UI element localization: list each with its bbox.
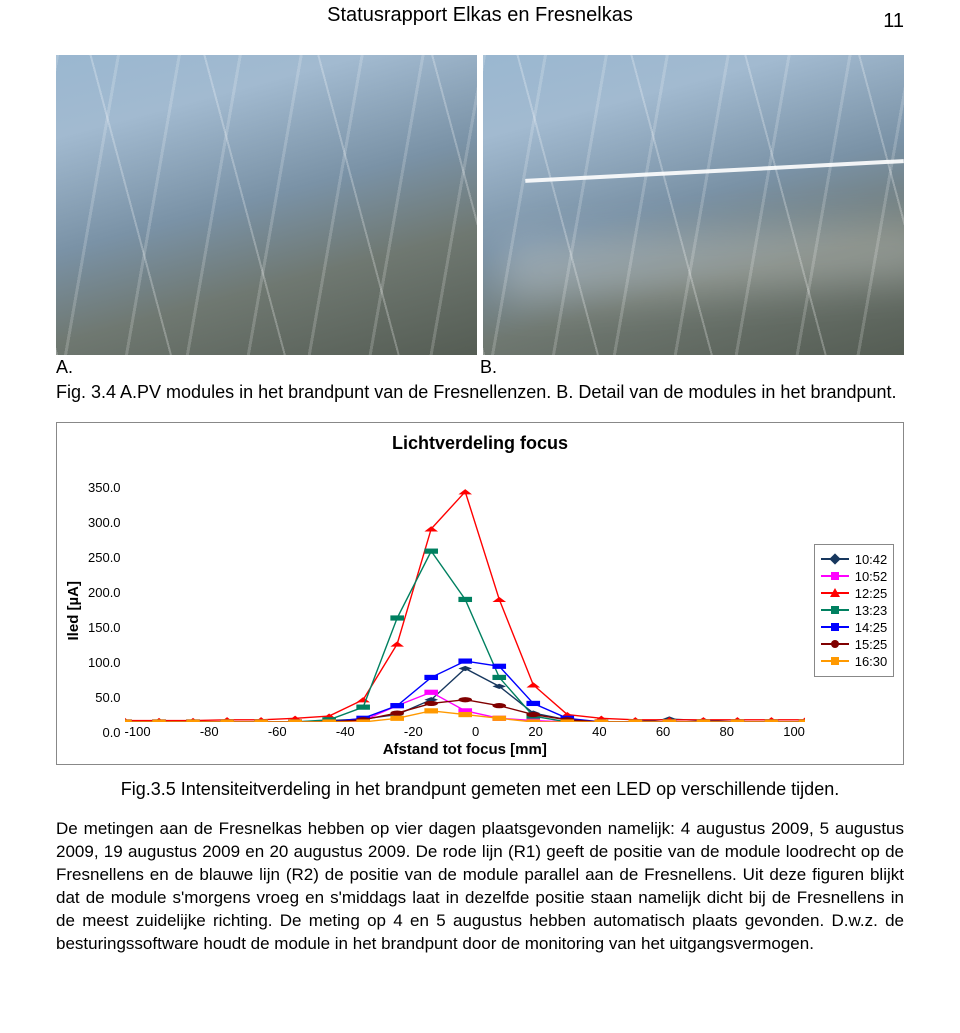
legend-item: 12:25: [821, 585, 888, 602]
x-tick: -80: [200, 724, 219, 739]
y-tick: 50.0: [88, 690, 121, 705]
legend-label: 14:25: [855, 620, 888, 635]
legend-label: 16:30: [855, 654, 888, 669]
x-axis-label: Afstand tot focus [mm]: [125, 739, 805, 758]
legend-item: 14:25: [821, 619, 888, 636]
legend-label: 13:23: [855, 603, 888, 618]
x-tick: 100: [783, 724, 805, 739]
legend-swatch: [821, 605, 849, 615]
legend-label: 12:25: [855, 586, 888, 601]
x-tick: 40: [592, 724, 606, 739]
y-tick: 200.0: [88, 585, 121, 600]
y-tick: 350.0: [88, 480, 121, 495]
photo-b: [483, 55, 904, 355]
legend-swatch: [821, 639, 849, 649]
body-paragraph: De metingen aan de Fresnelkas hebben op …: [56, 818, 904, 956]
legend-swatch: [821, 571, 849, 581]
x-tick: -100: [125, 724, 151, 739]
page: Statusrapport Elkas en Fresnelkas 11 A. …: [0, 0, 960, 996]
label-b: B.: [480, 357, 904, 378]
photo-labels: A. B.: [56, 357, 904, 378]
x-tick: 20: [528, 724, 542, 739]
legend-item: 15:25: [821, 636, 888, 653]
chart-body: Iled [µA] 350.0300.0250.0200.0150.0100.0…: [63, 462, 897, 758]
legend-swatch: [821, 588, 849, 598]
label-a: A.: [56, 357, 480, 378]
header: Statusrapport Elkas en Fresnelkas 11: [56, 10, 904, 33]
y-axis-label: Iled [µA]: [63, 581, 84, 640]
legend-label: 15:25: [855, 637, 888, 652]
y-tick: 0.0: [88, 725, 121, 740]
photo-row: [56, 55, 904, 355]
photo-a: [56, 55, 477, 355]
plot-area: [125, 462, 805, 722]
legend-box: 10:42 10:52 12:25 13:23 14:25 15:25 16:30: [814, 544, 895, 677]
y-ticks: 350.0 300.0 250.0 200.0 150.0 100.0 50.0 0.0: [84, 480, 125, 740]
chart-container: Lichtverdeling focus Iled [µA] 350.0 300.…: [56, 422, 904, 765]
figure-caption-1: Fig. 3.4 A.PV modules in het brandpunt v…: [56, 380, 904, 404]
y-tick: 150.0: [88, 620, 121, 635]
y-axis: Iled [µA] 350.0 300.0 250.0 200.0 150.0 100.0…: [63, 462, 125, 758]
legend-item: 10:52: [821, 568, 888, 585]
legend-swatch: [821, 554, 849, 564]
y-tick: 100.0: [88, 655, 121, 670]
x-tick: 0: [472, 724, 479, 739]
legend-label: 10:42: [855, 552, 888, 567]
legend-item: 13:23: [821, 602, 888, 619]
y-tick: 250.0: [88, 550, 121, 565]
y-tick: 300.0: [88, 515, 121, 530]
legend-swatch: [821, 622, 849, 632]
chart-title: Lichtverdeling focus: [63, 429, 897, 462]
legend-swatch: [821, 656, 849, 666]
x-tick: -60: [268, 724, 287, 739]
x-ticks: -100 -80 -60 -40 -20 0 20 40 60 80 100: [125, 722, 805, 739]
x-tick: 80: [720, 724, 734, 739]
legend-column: 10:42 10:52 12:25 13:23 14:25 15:25 16:30: [805, 462, 897, 758]
page-number: 11: [864, 10, 904, 33]
report-title: Statusrapport Elkas en Fresnelkas: [96, 4, 864, 27]
legend-label: 10:52: [855, 569, 888, 584]
figure-caption-2: Fig.3.5 Intensiteitverdeling in het bran…: [56, 779, 904, 800]
x-tick: 60: [656, 724, 670, 739]
legend-item: 16:30: [821, 653, 888, 670]
legend-item: 10:42: [821, 551, 888, 568]
plot-column: -100 -80 -60 -40 -20 0 20 40 60 80 100 Afstand tot…: [125, 462, 805, 758]
x-tick: -20: [404, 724, 423, 739]
x-tick: -40: [336, 724, 355, 739]
